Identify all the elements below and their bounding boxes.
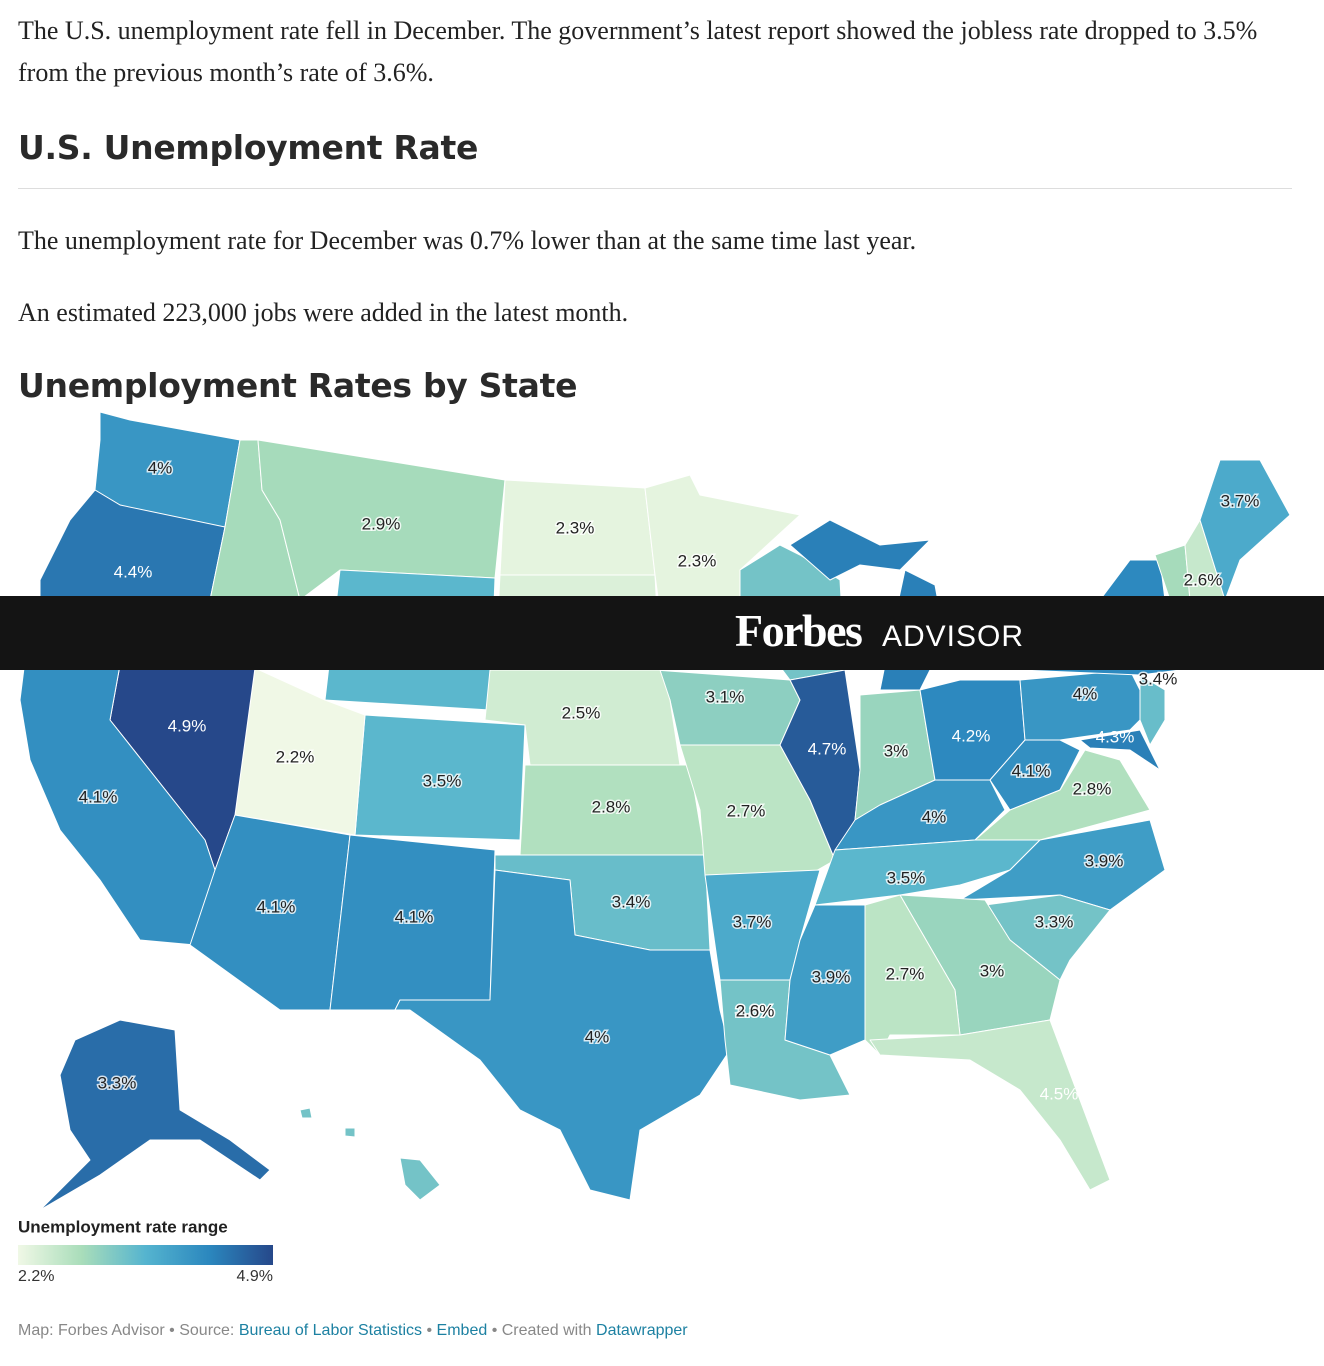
- state-label: 2.5%: [562, 703, 601, 722]
- state: [1139, 674, 1166, 746]
- footer: Map: Forbes Advisor • Source: Bureau of …: [18, 1322, 688, 1340]
- legend-bar: [18, 1245, 273, 1265]
- state: [39, 1019, 271, 1211]
- state: [654, 669, 801, 746]
- state-label: 4.4%: [114, 562, 153, 581]
- state-label: 4.9%: [168, 716, 207, 735]
- section-heading: U.S. Unemployment Rate: [18, 128, 479, 167]
- state-label: 3.9%: [1085, 851, 1124, 870]
- brand-suffix: ADVISOR: [882, 620, 1025, 653]
- states: [19, 411, 1291, 1211]
- state-label: 3.9%: [812, 967, 851, 986]
- state-label: 2.8%: [1073, 779, 1112, 798]
- state-labels: 4% 4.4% 2.9% 2.3% 2.3% 3.1% 2.5% 3.5% 2.2% 4.9% 4.…: [77, 457, 1261, 1104]
- state-label: 3%: [980, 961, 1005, 980]
- state-label: 4%: [922, 807, 947, 826]
- state-label: 2.3%: [678, 551, 717, 570]
- state-label: 2.7%: [727, 801, 766, 820]
- state: [299, 1107, 441, 1201]
- banner: Forbes ADVISOR: [0, 596, 1324, 670]
- state-label: 3.4%: [1139, 669, 1178, 688]
- state-label: 4.1%: [1012, 761, 1051, 780]
- state-label: 4%: [1073, 684, 1098, 703]
- legend-tick-label: 2.2%: [18, 1268, 54, 1285]
- state-label: 2.2%: [276, 747, 315, 766]
- state-label: 3.4%: [612, 892, 651, 911]
- state-label: 4.5%: [1040, 1084, 1079, 1103]
- embed-link[interactable]: Embed: [436, 1322, 488, 1339]
- state-label: 3.3%: [736, 1001, 775, 1020]
- state-label: 3.5%: [887, 868, 926, 887]
- state: [1079, 729, 1161, 771]
- state-label: 3.5%: [423, 771, 462, 790]
- state-label: 3.3%: [1035, 912, 1074, 931]
- chart-title: Unemployment Rates by State: [18, 366, 578, 405]
- state-label: 4.1%: [257, 897, 296, 916]
- state-label: 2.8%: [592, 797, 631, 816]
- state: [784, 904, 866, 1056]
- state: [974, 749, 1151, 841]
- state-label: 4.3%: [1096, 727, 1135, 746]
- state: [394, 869, 731, 1201]
- state-label: 3.7%: [733, 912, 772, 931]
- intro-paragraph: The U.S. unemployment rate fell in Decem…: [18, 16, 1258, 87]
- state: [864, 894, 961, 1056]
- state-label: 3%: [884, 741, 909, 760]
- state-label: 4.2%: [952, 726, 991, 745]
- state-label: 3.3%: [98, 1073, 137, 1092]
- source-link[interactable]: Bureau of Labor Statistics: [238, 1322, 423, 1339]
- state-label: 4.1%: [79, 787, 118, 806]
- paragraph: The unemployment rate for December was 0…: [18, 226, 917, 255]
- separator: •: [426, 1322, 433, 1339]
- legend-tick-label: 4.9%: [237, 1268, 273, 1285]
- state-label: 4%: [148, 458, 173, 477]
- paragraph: An estimated 223,000 jobs were added in …: [18, 298, 629, 327]
- state-label: 2.3%: [556, 518, 595, 537]
- legend-title: Unemployment rate range: [18, 1217, 228, 1236]
- state-label: 3.1%: [706, 687, 745, 706]
- credit: Map: Forbes Advisor • Source:: [18, 1322, 235, 1339]
- state-label: 4%: [585, 1027, 610, 1046]
- state: [19, 659, 216, 946]
- brand-logo: Forbes: [735, 605, 863, 656]
- state-label: 2.9%: [362, 514, 401, 533]
- tool-link[interactable]: Datawrapper: [596, 1322, 688, 1339]
- state-label: 4.1%: [395, 907, 434, 926]
- state-label: 2.7%: [886, 964, 925, 983]
- state-label: 4.7%: [808, 739, 847, 758]
- credit: • Created with: [491, 1322, 592, 1339]
- state-label: 3.7%: [1221, 491, 1260, 510]
- divider: [18, 188, 1292, 189]
- state: [257, 439, 506, 601]
- state: [869, 1019, 1111, 1191]
- state-label: 2.6%: [736, 1001, 775, 1020]
- state-label: 2.6%: [1184, 570, 1223, 589]
